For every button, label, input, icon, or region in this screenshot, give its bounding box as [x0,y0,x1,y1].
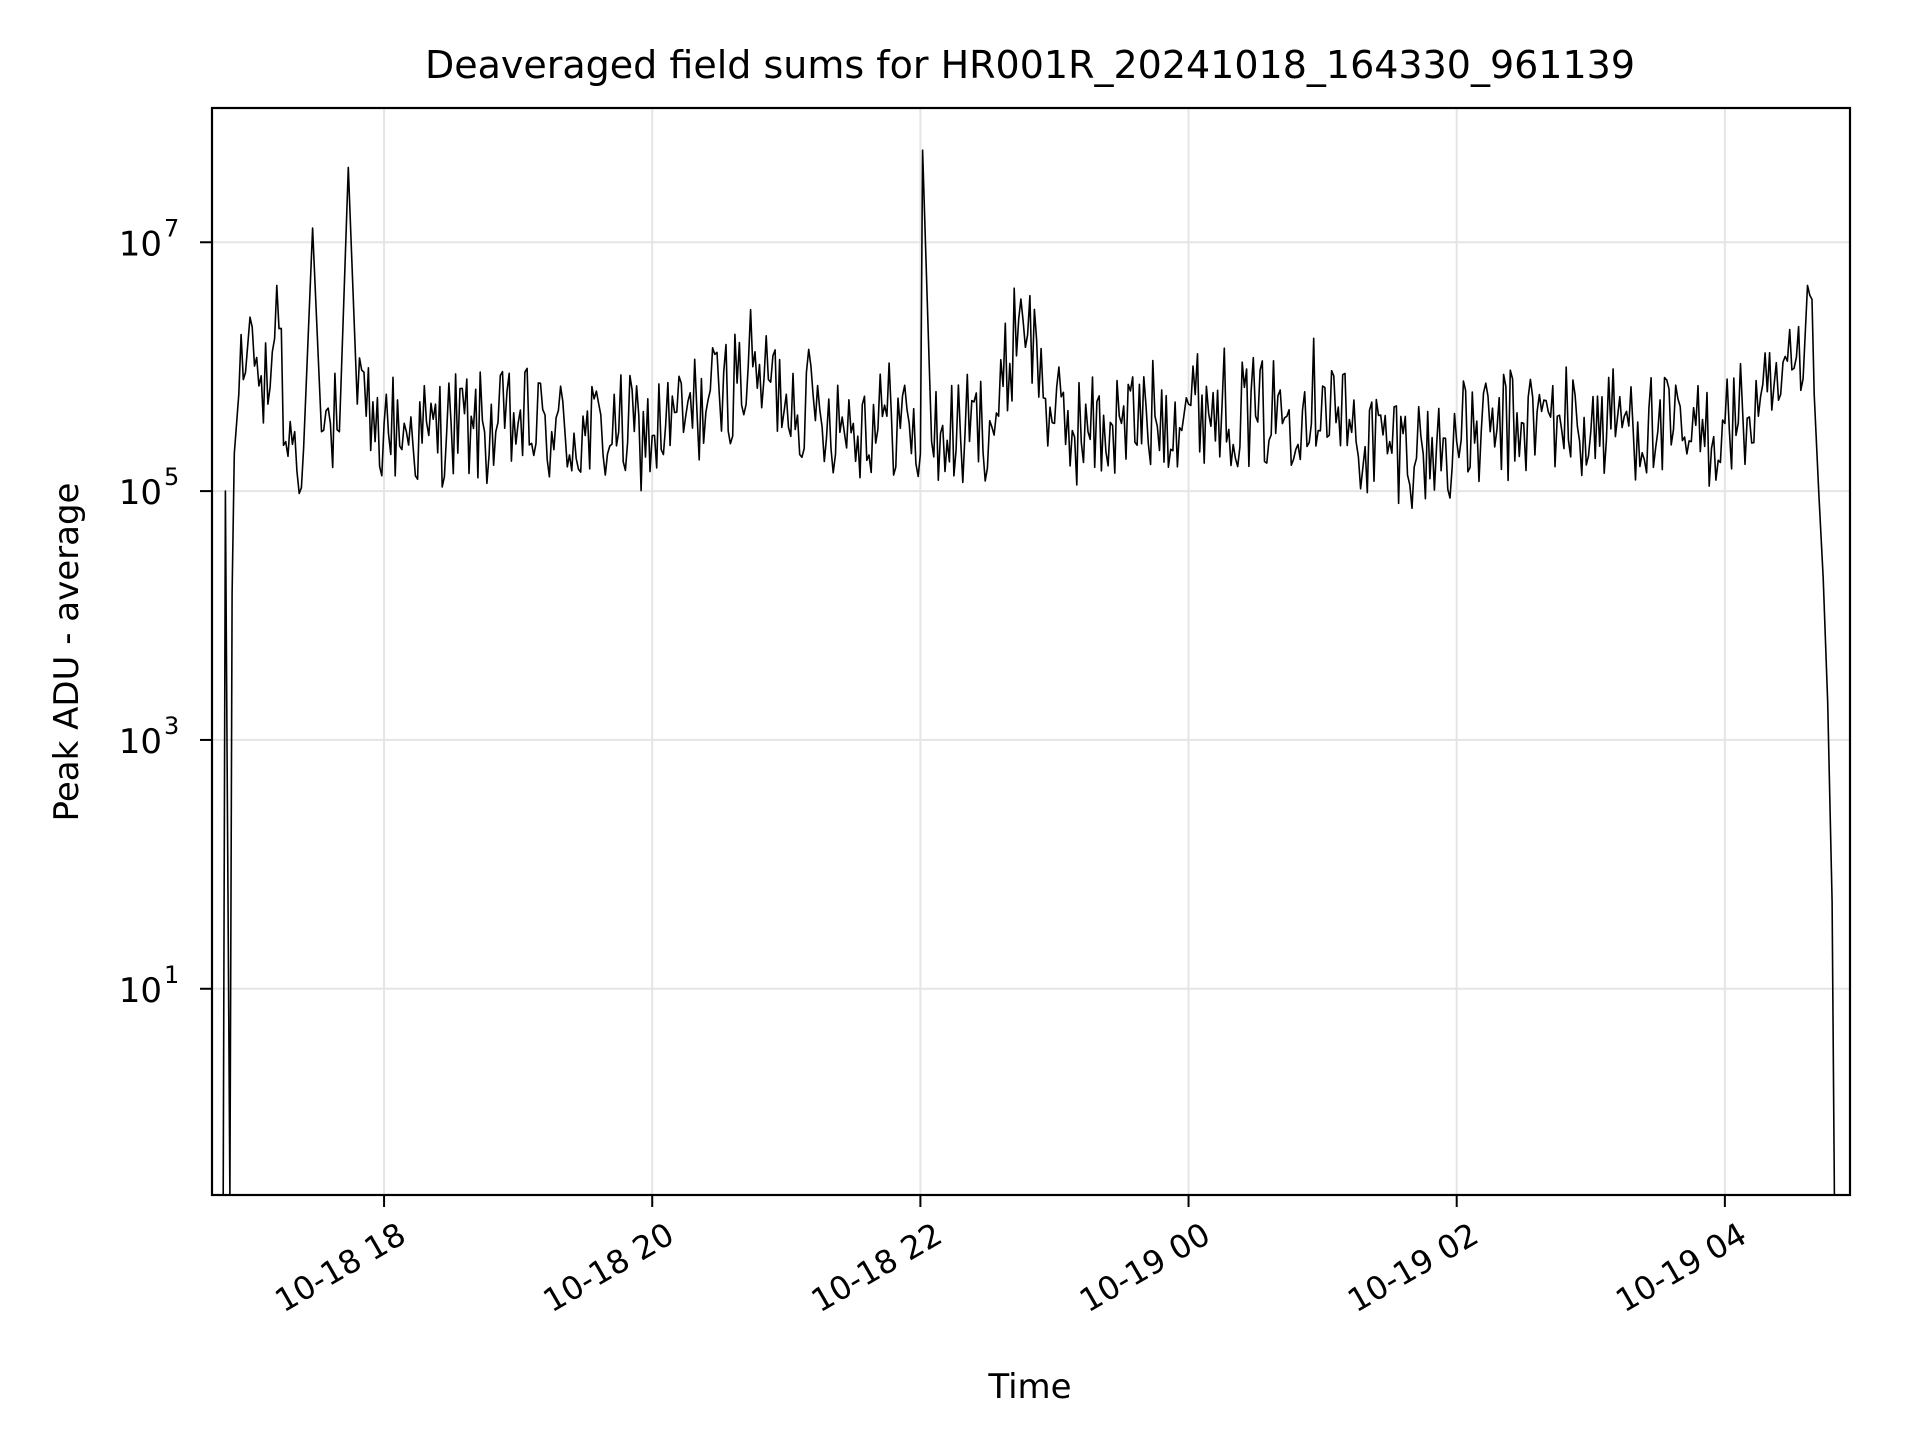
y-axis-label: Peak ADU - average [47,483,87,822]
grid [212,108,1850,1195]
series-line [222,149,1836,1196]
y-tick-exponent: 5 [164,463,179,491]
axes-frame [210,106,1852,1197]
y-tick-exponent: 7 [164,214,179,242]
y-tick-base: 10 [119,473,162,513]
y-tick-base: 10 [119,722,162,762]
y-tick-label: 10 7 [119,214,180,264]
axis-ticks [200,241,1726,1207]
y-tick-label: 10 1 [119,961,180,1011]
y-tick-base: 10 [119,224,162,264]
chart-title: Deaveraged field sums for HR001R_2024101… [425,43,1635,87]
y-tick-label: 10 3 [119,712,180,762]
y-tick-label: 10 5 [119,463,180,513]
y-tick-exponent: 1 [164,961,179,989]
plot-area [200,106,1852,1207]
x-axis-label: Time [987,1367,1071,1407]
y-tick-base: 10 [119,971,162,1011]
y-tick-exponent: 3 [164,712,179,740]
